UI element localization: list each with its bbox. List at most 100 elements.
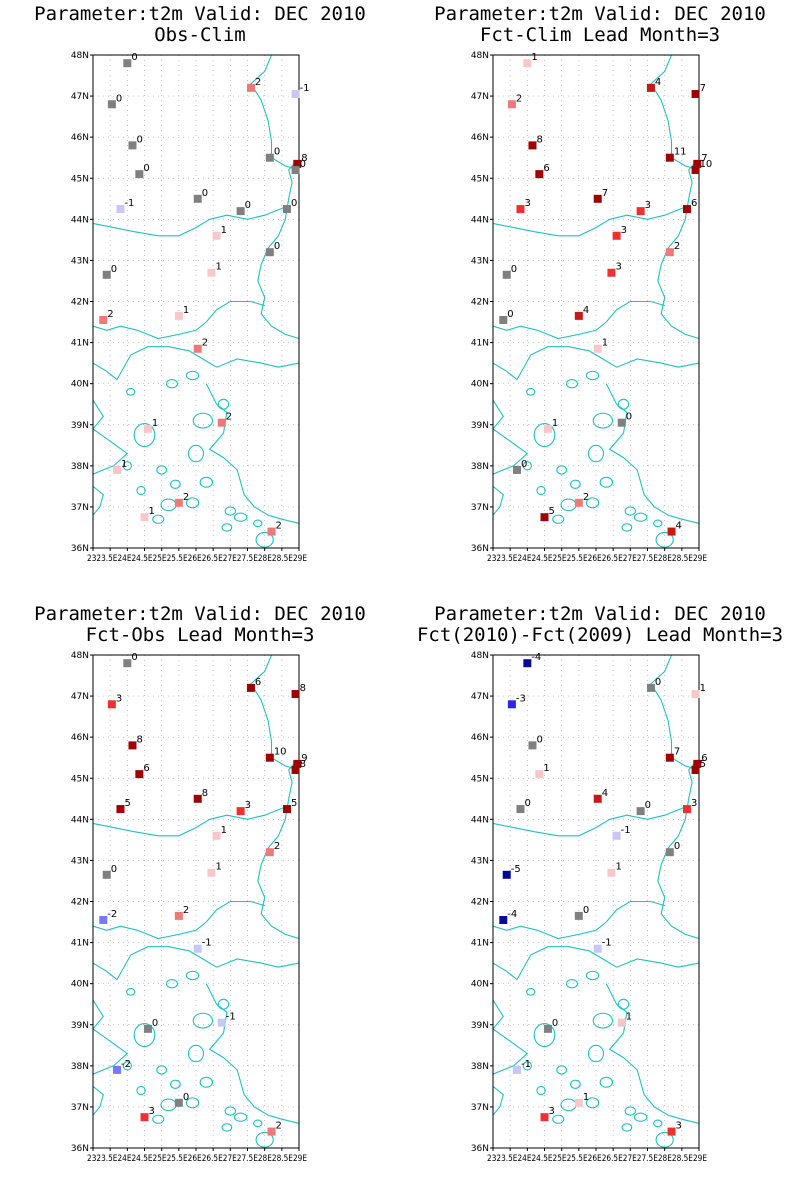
station-marker xyxy=(691,766,700,775)
lat-label: 36N xyxy=(71,544,89,554)
station-value-label: 3 xyxy=(615,262,621,273)
lon-axis-labels: 2323.5E24E24.5E25E25.5E26E26.5E27E27.5E2… xyxy=(87,1154,307,1164)
station-24: 3 xyxy=(140,1106,155,1122)
station-22: 1 xyxy=(113,459,127,474)
lat-label: 45N xyxy=(71,774,89,784)
station-2: 7 xyxy=(691,83,706,99)
station-15: 3 xyxy=(607,262,622,277)
station-1: 0 xyxy=(646,677,661,692)
station-9: 7 xyxy=(593,188,608,203)
station-marker xyxy=(128,141,137,150)
station-18: 0 xyxy=(499,309,514,324)
island xyxy=(522,461,533,471)
station-marker xyxy=(543,1024,552,1033)
lat-label: 42N xyxy=(471,898,489,908)
island xyxy=(217,398,230,410)
station-value-label: -1 xyxy=(521,1059,531,1070)
station-16: -5 xyxy=(502,864,521,879)
coastline-segment xyxy=(492,900,665,940)
station-marker xyxy=(193,794,202,803)
lat-label: 47N xyxy=(71,92,89,102)
station-22: -2 xyxy=(113,1059,131,1074)
station-marker xyxy=(291,766,300,775)
station-value-label: -4 xyxy=(507,909,517,920)
island xyxy=(624,1106,637,1116)
lat-label: 41N xyxy=(71,339,89,349)
station-3: 3 xyxy=(107,693,122,709)
coastline-segment xyxy=(257,161,300,340)
station-value-label: 2 xyxy=(274,841,280,852)
island xyxy=(170,479,181,489)
station-marker xyxy=(499,915,508,924)
coastline-segment xyxy=(205,383,300,524)
coastline-segment xyxy=(657,761,700,940)
station-value-label: 1 xyxy=(152,418,158,429)
station-value-label: 0 xyxy=(655,677,661,688)
lat-label: 38N xyxy=(471,1062,489,1072)
island xyxy=(160,498,177,512)
station-20: 2 xyxy=(217,412,232,427)
station-marker xyxy=(291,166,300,175)
station-value-label: 0 xyxy=(645,800,651,811)
island xyxy=(633,512,648,522)
station-value-label: 2 xyxy=(516,93,522,104)
station-marker xyxy=(607,868,616,877)
island xyxy=(165,979,179,989)
station-23: 0 xyxy=(174,1092,189,1107)
island xyxy=(552,514,565,524)
station-marker xyxy=(691,90,700,99)
station-marker xyxy=(636,207,645,216)
station-23: 2 xyxy=(574,492,589,507)
station-value-label: 0 xyxy=(152,1018,158,1029)
station-value-label: 3 xyxy=(245,800,251,811)
station-16: 0 xyxy=(102,864,117,879)
station-18: 2 xyxy=(99,309,114,324)
station-3: -3 xyxy=(507,693,526,709)
station-value-label: 2 xyxy=(276,1121,282,1132)
station-value-label: 0 xyxy=(274,241,280,252)
station-value-label: -1 xyxy=(124,198,134,209)
station-1: 2 xyxy=(246,77,261,92)
lat-label: 37N xyxy=(471,503,489,513)
island xyxy=(126,388,136,396)
coastline-segment xyxy=(492,346,700,381)
station-9: 8 xyxy=(193,788,208,803)
station-marker xyxy=(513,465,522,474)
station-5: 11 xyxy=(665,147,687,162)
island xyxy=(217,998,230,1010)
coastline-segment xyxy=(92,946,300,981)
station-8: 6 xyxy=(535,163,550,179)
island xyxy=(156,465,168,475)
panel-title-line1: Parameter:t2m Valid: DEC 2010 xyxy=(434,603,766,625)
station-11: 3 xyxy=(682,798,697,814)
station-marker xyxy=(282,205,291,214)
station-0: 1 xyxy=(523,52,538,68)
station-0: 0 xyxy=(123,652,138,668)
lat-label: 45N xyxy=(471,174,489,184)
station-19: 1 xyxy=(593,338,608,353)
island xyxy=(587,444,605,463)
station-13: 1 xyxy=(212,825,227,840)
station-value-label: 0 xyxy=(202,188,208,199)
station-value-label: 5 xyxy=(124,798,130,809)
station-16: 0 xyxy=(102,264,117,279)
lon-axis-labels: 2323.5E24E24.5E25E25.5E26E26.5E27E27.5E2… xyxy=(487,1154,707,1164)
station-marker xyxy=(693,159,702,168)
station-marker xyxy=(646,83,655,92)
station-value-label: -1 xyxy=(621,825,631,836)
station-value-label: 2 xyxy=(202,338,208,349)
station-marker xyxy=(593,344,602,353)
lat-label: 38N xyxy=(471,462,489,472)
station-marker xyxy=(128,741,137,750)
station-23: 1 xyxy=(574,1092,589,1107)
coastline-segment xyxy=(657,161,700,340)
island xyxy=(592,1012,614,1029)
station-value-label: 1 xyxy=(552,418,558,429)
island xyxy=(592,412,614,429)
station-marker xyxy=(291,90,300,99)
station-marker xyxy=(113,465,122,474)
coastline-segment xyxy=(492,485,504,516)
station-value-label: 1 xyxy=(583,1092,589,1103)
station-11: 6 xyxy=(682,198,697,214)
